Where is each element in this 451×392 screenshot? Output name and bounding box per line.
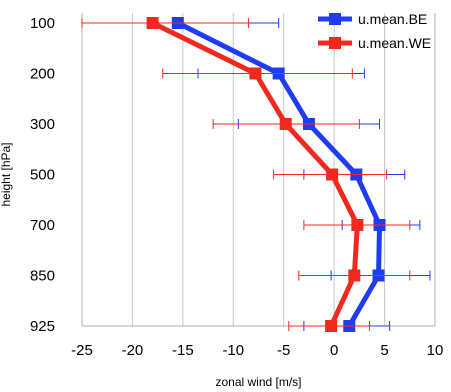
- y-axis-title: height [hPa]: [0, 142, 13, 206]
- x-tick-label: -20: [122, 342, 144, 359]
- y-tick-label: 850: [30, 268, 55, 285]
- data-point: [325, 320, 338, 332]
- x-tick-label: -5: [277, 342, 290, 359]
- legend-label: u.mean.WE: [358, 35, 431, 51]
- y-tick-label: 300: [30, 116, 55, 133]
- data-point: [146, 17, 159, 29]
- x-tick-label: 10: [427, 342, 444, 359]
- x-tick-label: 5: [380, 342, 388, 359]
- x-tick-label: -25: [71, 342, 93, 359]
- data-point: [351, 219, 364, 231]
- y-tick-label: 925: [30, 318, 55, 335]
- y-tick-label: 700: [30, 217, 55, 234]
- x-tick-label: -15: [172, 342, 194, 359]
- series-layer: [81, 17, 431, 332]
- legend-marker: [329, 13, 341, 25]
- x-tick-label: -10: [222, 342, 244, 359]
- series-u.mean.WE: [81, 17, 411, 332]
- data-point: [279, 118, 292, 130]
- x-axis-title: zonal wind [m/s]: [215, 375, 301, 389]
- y-tick-label: 200: [30, 66, 55, 83]
- legend-marker: [329, 37, 341, 49]
- x-tick-label: 0: [330, 342, 338, 359]
- x-tick-labels: -25 -20 -15 -10 -5 0 5 10: [71, 342, 443, 359]
- y-tick-labels: 100 200 300 500 700 850 925: [30, 15, 55, 335]
- data-point: [326, 168, 339, 181]
- data-point: [249, 67, 262, 80]
- legend: u.mean.BE u.mean.WE: [318, 11, 431, 51]
- y-tick-label: 100: [30, 15, 55, 32]
- y-tick-label: 500: [30, 167, 55, 184]
- legend-label: u.mean.BE: [358, 11, 427, 27]
- data-point: [348, 269, 361, 282]
